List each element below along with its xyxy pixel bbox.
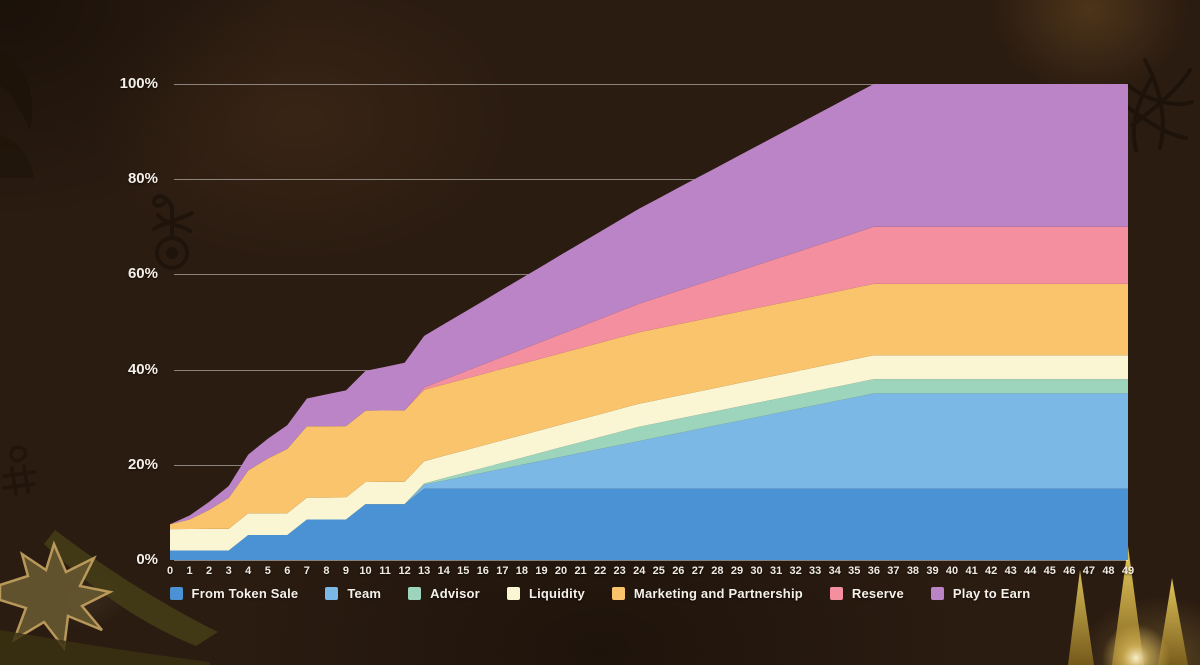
gridline-100: [174, 84, 1128, 85]
x-axis-label: 43: [1004, 565, 1017, 577]
legend-label: Advisor: [430, 586, 480, 601]
x-axis-label: 18: [515, 565, 529, 577]
legend-item-from-token-sale: From Token Sale: [169, 586, 299, 601]
area-marketing-and-partnership: [170, 283, 1128, 530]
legend-color-swatch-icon: [829, 587, 843, 600]
legend-item-play-to-earn: Play to Earn: [930, 586, 1031, 601]
area-from-token-sale: [170, 488, 1128, 560]
legend-label: Reserve: [851, 586, 904, 601]
x-axis-label: 21: [574, 565, 587, 577]
legend-color-swatch-icon: [611, 587, 625, 600]
x-axis-label: 47: [1082, 565, 1096, 577]
x-axis-label: 7: [303, 565, 310, 577]
chart-legend: From Token Sale Team Advisor Liquidity Marke…: [0, 586, 1200, 601]
x-axis-label: 46: [1063, 565, 1076, 577]
legend-item-team: Team: [325, 586, 381, 601]
petroglyph-spiral-icon: [2, 445, 36, 496]
x-axis-label: 22: [593, 565, 607, 577]
y-axis-label: 80%: [127, 170, 158, 188]
x-axis-label: 37: [887, 565, 900, 577]
x-axis-label: 3: [225, 565, 232, 577]
x-axis-label: 48: [1102, 565, 1115, 577]
x-axis-label: 35: [848, 565, 861, 577]
x-axis-label: 32: [789, 565, 802, 577]
x-axis-label: 2: [206, 565, 213, 577]
x-axis-label: 45: [1043, 565, 1056, 577]
gridline-80: [174, 179, 1128, 181]
x-axis-label: 24: [633, 565, 646, 577]
x-axis-label: 16: [476, 565, 489, 577]
y-axis-label: 0%: [136, 551, 158, 568]
x-axis-label: 12: [398, 565, 411, 577]
x-axis-label: 5: [264, 565, 271, 577]
legend-item-liquidity: Liquidity: [506, 586, 585, 601]
x-axis-label: 20: [554, 565, 568, 577]
x-axis-label: 39: [926, 565, 939, 577]
legend-color-swatch-icon: [325, 587, 339, 600]
plot-area-svg: [170, 84, 1128, 560]
legend-label: Team: [347, 586, 382, 601]
x-axis-label: 11: [379, 565, 391, 577]
x-axis-label: 9: [342, 565, 350, 577]
gridline-0: [174, 560, 1128, 561]
legend-item-marketing-and-partnership: Marketing and Partnership: [611, 586, 803, 601]
x-axis-label: 38: [906, 565, 920, 577]
x-axis-label: 13: [418, 565, 431, 577]
legend-color-swatch-icon: [408, 587, 422, 600]
x-axis-label: 17: [496, 565, 509, 577]
area-play-to-earn: [170, 84, 1128, 525]
area-team: [170, 393, 1128, 551]
x-axis-label: 26: [672, 565, 685, 577]
x-axis-label: 19: [535, 565, 548, 577]
x-axis-label: 15: [457, 565, 470, 577]
x-axis-label: 33: [809, 565, 822, 577]
x-axis-label: 27: [691, 565, 704, 577]
y-axis-label: 40%: [127, 360, 158, 378]
x-axis-label: 49: [1121, 565, 1135, 577]
legend-label: From Token Sale: [191, 586, 299, 601]
y-axis-label: 60%: [127, 265, 158, 283]
x-axis-label: 1: [186, 565, 193, 577]
x-axis-label: 4: [245, 565, 252, 577]
leaf-decoration-top-left: [0, 50, 34, 178]
x-axis-label: 31: [769, 565, 783, 577]
x-axis-label: 44: [1024, 565, 1037, 577]
x-axis-label: 8: [323, 565, 330, 577]
legend-item-advisor: Advisor: [408, 586, 480, 601]
x-axis-label: 30: [750, 565, 763, 577]
legend-item-reserve: Reserve: [829, 586, 904, 601]
x-axis-label: 28: [711, 565, 724, 577]
x-axis-label: 36: [867, 565, 880, 577]
legend-label: Marketing and Partnership: [633, 586, 803, 601]
x-axis-label: 42: [985, 565, 998, 577]
x-axis-label: 25: [652, 565, 665, 577]
x-axis-label: 40: [945, 565, 959, 577]
x-axis-label: 6: [284, 565, 291, 577]
legend-label: Liquidity: [528, 586, 585, 601]
legend-color-swatch-icon: [930, 587, 944, 600]
y-axis-label: 20%: [127, 455, 158, 473]
legend-color-swatch-icon: [169, 587, 183, 600]
x-axis-label: 10: [359, 565, 372, 577]
x-axis-label: 14: [437, 565, 450, 577]
legend-label: Play to Earn: [952, 586, 1031, 601]
x-axis-label: 0: [166, 565, 174, 577]
x-axis-label: 23: [613, 565, 626, 577]
y-axis-label: 100%: [119, 75, 158, 92]
x-axis-label: 34: [828, 565, 841, 577]
x-axis-label: 29: [730, 565, 744, 577]
x-axis-label: 41: [965, 565, 978, 577]
area-liquidity: [170, 355, 1128, 551]
legend-color-swatch-icon: [506, 587, 520, 600]
area-reserve: [170, 226, 1128, 525]
